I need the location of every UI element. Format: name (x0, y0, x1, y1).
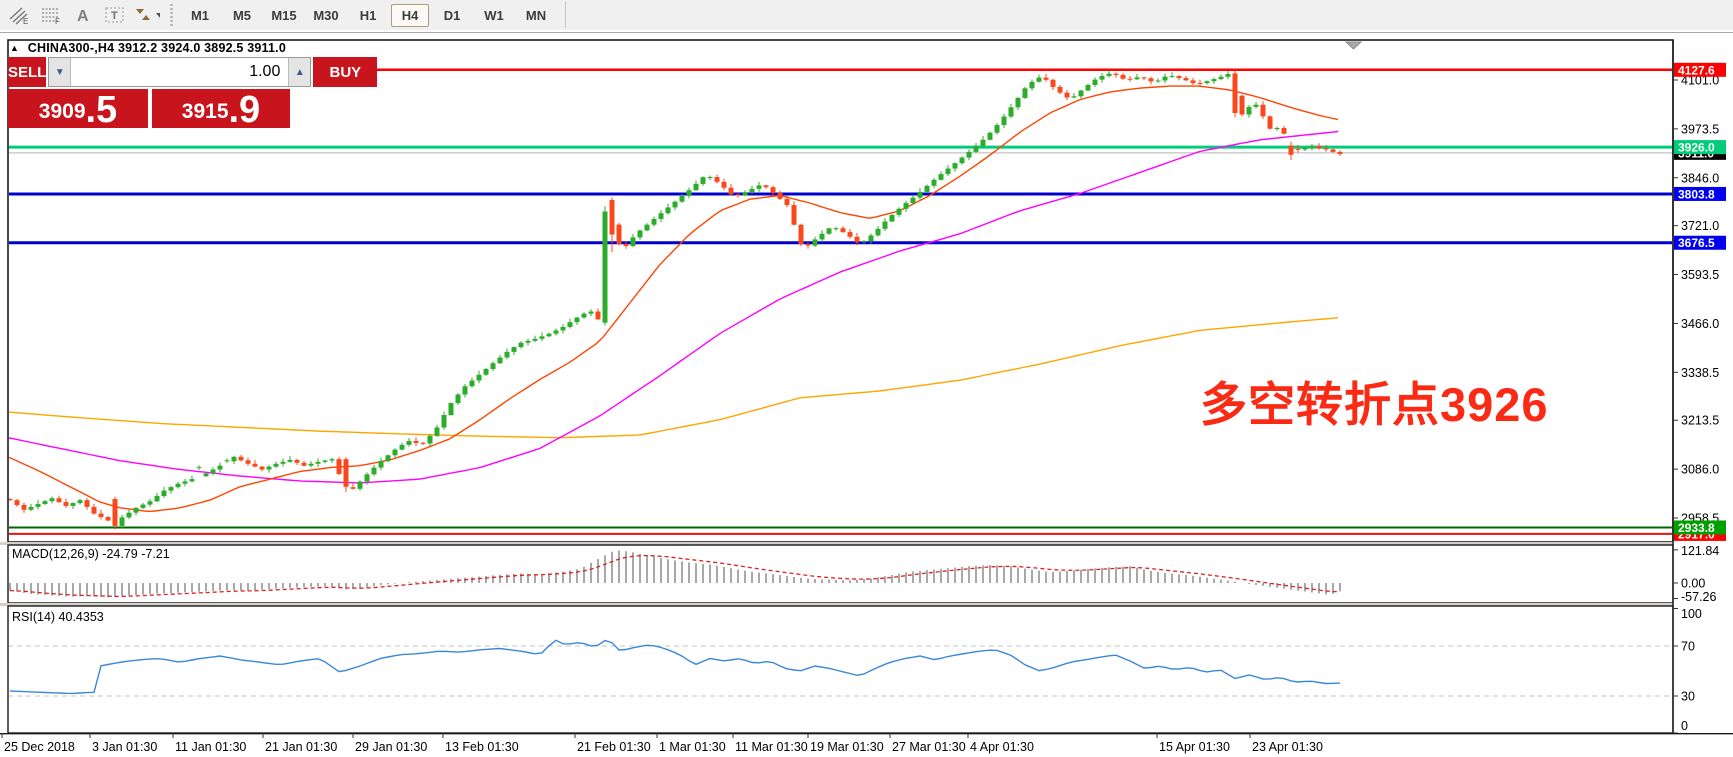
chart-canvas[interactable]: MACD(12,26,9) -24.79 -7.21 RSI(14) 40.435… (0, 30, 1733, 757)
time-label: 19 Mar 01:30 (810, 740, 884, 754)
toolbar-separator-2 (565, 2, 566, 28)
price-axis[interactable]: 4101.0 3973.5 3846.0 3721.0 3593.5 3466.0 3338… (1672, 33, 1733, 757)
main-plot[interactable] (8, 68, 1674, 535)
cursor-mode-dropdown-icon[interactable] (134, 3, 160, 27)
time-label: 21 Feb 01:30 (577, 740, 651, 754)
bid-dec: .5 (85, 89, 118, 131)
rsi-label: RSI(14) 40.4353 (12, 610, 104, 624)
time-label: 21 Jan 01:30 (265, 740, 337, 754)
ask-price[interactable]: 3915.9 (152, 89, 290, 131)
svg-text:3846.0: 3846.0 (1681, 171, 1719, 185)
down-arrow-icon: ▼ (54, 66, 65, 78)
one-click-trade-panel: SELL ▼ ▲ BUY 3909.5 3915.9 (8, 57, 378, 131)
ma-slow-line[interactable] (8, 317, 1339, 439)
svg-text:3721.0: 3721.0 (1681, 219, 1719, 233)
svg-text:3338.5: 3338.5 (1681, 366, 1719, 380)
chart-symbol-title: ▲ CHINA300-,H4 3912.2 3924.0 3892.5 3911… (10, 41, 286, 55)
svg-text:121.84: 121.84 (1681, 544, 1719, 558)
svg-text:4101.0: 4101.0 (1681, 74, 1719, 88)
ask-dec: .9 (228, 89, 261, 131)
svg-text:0: 0 (1681, 719, 1688, 733)
price-badge-3803.8: 3803.8 (1678, 187, 1715, 201)
time-label: 15 Apr 01:30 (1159, 740, 1230, 754)
svg-text:-57.26: -57.26 (1681, 590, 1716, 604)
chart-text-annotation: 多空转折点3926 (1200, 378, 1549, 431)
time-label: 11 Jan 01:30 (175, 740, 246, 754)
chart-window: MACD(12,26,9) -24.79 -7.21 RSI(14) 40.435… (0, 30, 1733, 757)
svg-text:3593.5: 3593.5 (1681, 268, 1719, 282)
timeframe-button-m30[interactable]: M30 (313, 7, 339, 23)
svg-text:3086.0: 3086.0 (1681, 463, 1719, 477)
price-badge-3676.5: 3676.5 (1678, 236, 1715, 250)
volume-stepper: ▼ ▲ (48, 57, 312, 87)
time-label: 13 Feb 01:30 (445, 740, 519, 754)
sell-button[interactable]: SELL (8, 57, 49, 87)
svg-text:100: 100 (1681, 607, 1702, 621)
svg-text:70: 70 (1681, 640, 1695, 654)
timeframe-button-h1[interactable]: H1 (359, 7, 377, 23)
collapse-arrow-icon[interactable]: ▲ (10, 43, 20, 53)
price-badge-2933.8: 2933.8 (1678, 521, 1715, 535)
toolbar: E F A T M1 M5 M15 M30 H1 H4 D1 W1 MN (0, 0, 1733, 31)
price-badge-3926.0: 3926.0 (1678, 141, 1715, 155)
timeframe-button-h4[interactable]: H4 (391, 3, 429, 27)
timeframe-button-m15[interactable]: M15 (271, 7, 297, 23)
text-tool-icon[interactable]: A (70, 3, 96, 27)
text-label-tool-icon[interactable]: T (102, 3, 128, 27)
bid-int: 3909 (38, 100, 86, 123)
timeframe-button-m5[interactable]: M5 (232, 7, 252, 23)
svg-text:0.00: 0.00 (1681, 577, 1705, 591)
rsi-plot[interactable] (8, 639, 1673, 697)
svg-text:30: 30 (1681, 690, 1695, 704)
buy-button[interactable]: BUY (311, 57, 378, 87)
timeframe-button-d1[interactable]: D1 (443, 7, 461, 23)
macd-signal-line[interactable] (9, 554, 1341, 598)
svg-text:3466.0: 3466.0 (1681, 317, 1719, 331)
time-label: 4 Apr 01:30 (970, 740, 1034, 754)
ohlc-values: 3912.2 3924.0 3892.5 3911.0 (117, 41, 286, 55)
ask-int: 3915 (181, 100, 229, 123)
timeframe-button-w1[interactable]: W1 (484, 7, 504, 23)
up-arrow-icon: ▲ (294, 66, 305, 78)
volume-increase-button[interactable]: ▲ (288, 58, 311, 86)
time-label: 25 Dec 2018 (4, 740, 75, 754)
svg-text:A: A (77, 8, 89, 25)
volume-input[interactable] (71, 58, 289, 86)
time-label: 27 Mar 01:30 (892, 740, 966, 754)
rsi-line[interactable] (9, 639, 1341, 695)
time-label: 3 Jan 01:30 (92, 740, 157, 754)
svg-text:3213.5: 3213.5 (1681, 414, 1719, 428)
price-badge-4127.6: 4127.6 (1678, 63, 1715, 77)
channel-tool-icon[interactable]: E (6, 3, 32, 27)
fibonacci-tool-icon[interactable]: F (38, 3, 64, 27)
toolbar-separator (170, 4, 173, 26)
timeframe-button-m1[interactable]: M1 (190, 7, 210, 23)
time-label: 29 Jan 01:30 (355, 740, 427, 754)
time-label: 11 Mar 01:30 (735, 740, 808, 754)
svg-text:F: F (55, 17, 60, 25)
volume-decrease-button[interactable]: ▼ (49, 58, 72, 86)
scroll-to-end-icon[interactable] (1344, 41, 1363, 50)
bid-price[interactable]: 3909.5 (8, 89, 148, 131)
symbol-timeframe-label: CHINA300-,H4 (27, 41, 115, 55)
timeframe-button-mn[interactable]: MN (525, 7, 547, 23)
macd-plot[interactable] (9, 550, 1341, 598)
svg-text:3973.5: 3973.5 (1681, 122, 1719, 136)
macd-label: MACD(12,26,9) -24.79 -7.21 (12, 547, 170, 561)
svg-text:T: T (111, 10, 118, 22)
candles-layer[interactable] (8, 69, 1343, 530)
ma-fast-line[interactable] (8, 85, 1339, 513)
timeframe-buttons: M1 M5 M15 M30 H1 H4 D1 W1 MN (179, 3, 557, 27)
time-label: 23 Apr 01:30 (1252, 740, 1323, 754)
svg-text:E: E (23, 17, 28, 25)
time-label: 1 Mar 01:30 (659, 740, 726, 754)
time-axis[interactable]: 25 Dec 2018 3 Jan 01:30 11 Jan 01:30 21 Jan… (0, 733, 1733, 754)
ma-medium-line[interactable] (8, 130, 1339, 484)
